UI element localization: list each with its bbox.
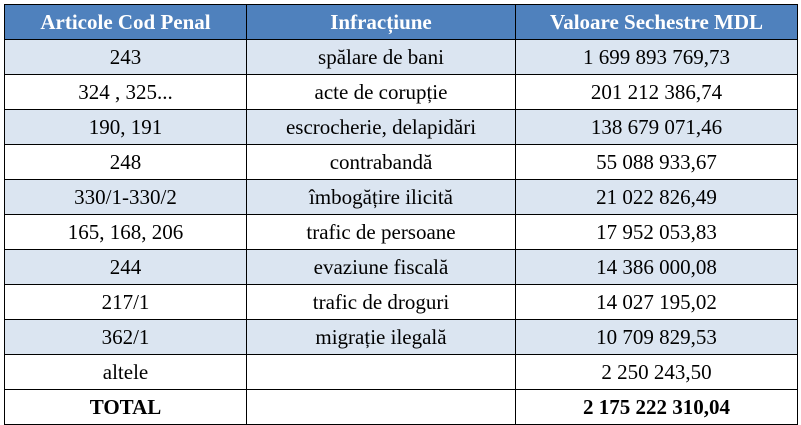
table-row: 362/1 migrație ilegală 10 709 829,53: [4, 319, 798, 355]
cell-valoare: 17 952 053,83: [515, 214, 798, 250]
cell-valoare: 14 027 195,02: [515, 284, 798, 320]
cell-articole: 362/1: [4, 319, 247, 355]
table-row: 243 spălare de bani 1 699 893 769,73: [4, 39, 798, 75]
cell-valoare: 201 212 386,74: [515, 74, 798, 110]
cell-articole: 330/1-330/2: [4, 179, 247, 215]
cell-infractiune: acte de corupție: [246, 74, 516, 110]
total-infractiune: [246, 389, 516, 425]
table-row: 244 evaziune fiscală 14 386 000,08: [4, 249, 798, 285]
table-row: 217/1 trafic de droguri 14 027 195,02: [4, 284, 798, 320]
cell-infractiune: escrocherie, delapidări: [246, 109, 516, 145]
cell-infractiune: migrație ilegală: [246, 319, 516, 355]
cell-infractiune: evaziune fiscală: [246, 249, 516, 285]
seizure-values-table: Articole Cod Penal Infracțiune Valoare S…: [4, 4, 798, 425]
table-footer: TOTAL 2 175 222 310,04: [4, 389, 798, 425]
table-row: 248 contrabandă 55 088 933,67: [4, 144, 798, 180]
table-row: 330/1-330/2 îmbogățire ilicită 21 022 82…: [4, 179, 798, 215]
table-body: 243 spălare de bani 1 699 893 769,73 324…: [4, 39, 798, 390]
cell-valoare: 1 699 893 769,73: [515, 39, 798, 75]
total-row: TOTAL 2 175 222 310,04: [4, 389, 798, 425]
cell-valoare: 10 709 829,53: [515, 319, 798, 355]
table-row: altele 2 250 243,50: [4, 354, 798, 390]
cell-articole: altele: [4, 354, 247, 390]
header-row: Articole Cod Penal Infracțiune Valoare S…: [4, 4, 798, 40]
total-valoare: 2 175 222 310,04: [515, 389, 798, 425]
cell-valoare: 2 250 243,50: [515, 354, 798, 390]
total-label: TOTAL: [4, 389, 247, 425]
cell-infractiune: trafic de droguri: [246, 284, 516, 320]
cell-articole: 217/1: [4, 284, 247, 320]
table-header: Articole Cod Penal Infracțiune Valoare S…: [4, 4, 798, 40]
cell-valoare: 14 386 000,08: [515, 249, 798, 285]
cell-articole: 244: [4, 249, 247, 285]
cell-valoare: 138 679 071,46: [515, 109, 798, 145]
cell-articole: 190, 191: [4, 109, 247, 145]
header-valoare: Valoare Sechestre MDL: [515, 4, 798, 40]
cell-infractiune: spălare de bani: [246, 39, 516, 75]
cell-infractiune: [246, 354, 516, 390]
cell-infractiune: trafic de persoane: [246, 214, 516, 250]
table-row: 324 , 325... acte de corupție 201 212 38…: [4, 74, 798, 110]
cell-articole: 248: [4, 144, 247, 180]
cell-articole: 243: [4, 39, 247, 75]
cell-articole: 324 , 325...: [4, 74, 247, 110]
cell-valoare: 21 022 826,49: [515, 179, 798, 215]
cell-articole: 165, 168, 206: [4, 214, 247, 250]
table-row: 190, 191 escrocherie, delapidări 138 679…: [4, 109, 798, 145]
cell-infractiune: contrabandă: [246, 144, 516, 180]
cell-infractiune: îmbogățire ilicită: [246, 179, 516, 215]
cell-valoare: 55 088 933,67: [515, 144, 798, 180]
header-articole: Articole Cod Penal: [4, 4, 247, 40]
header-infractiune: Infracțiune: [246, 4, 516, 40]
table-row: 165, 168, 206 trafic de persoane 17 952 …: [4, 214, 798, 250]
